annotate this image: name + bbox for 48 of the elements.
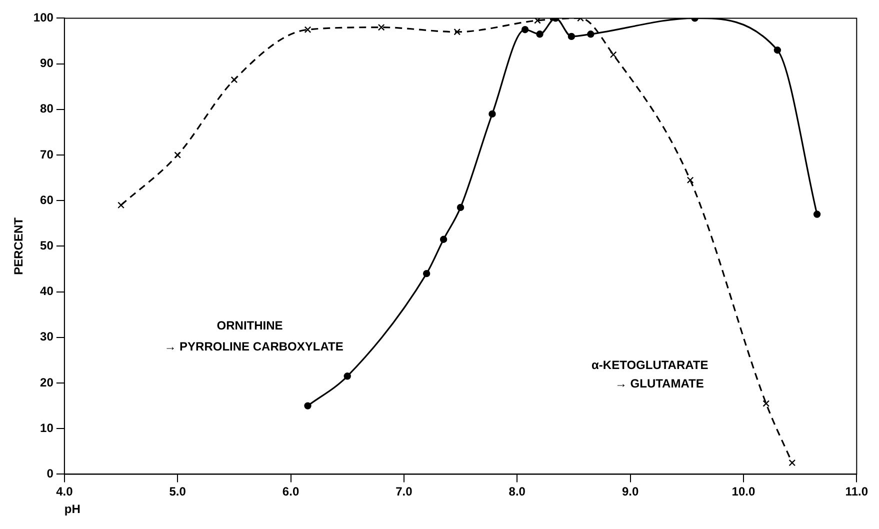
x-tick-label: 10.0 [732, 484, 756, 499]
y-tick-label: 70 [40, 147, 54, 162]
x-tick-label: 4.0 [56, 484, 74, 499]
point [304, 26, 312, 34]
y-tick-label: 80 [40, 102, 54, 116]
x-tick-label: 11.0 [845, 484, 868, 499]
point [587, 30, 594, 38]
y-tick-label: 30 [40, 330, 54, 344]
point [813, 210, 821, 218]
point [788, 459, 796, 466]
point [304, 402, 312, 410]
point [422, 270, 430, 278]
x-tick-label: 8.0 [508, 484, 526, 499]
point [488, 110, 496, 118]
point [610, 51, 617, 58]
x-tick-label: 9.0 [622, 484, 639, 499]
x-tick-label: 5.0 [169, 484, 186, 499]
annotation: α-KETOGLUTARATE [592, 358, 708, 372]
point [454, 28, 461, 36]
y-tick-label: 50 [40, 238, 54, 253]
y-tick-label: 100 [33, 10, 54, 25]
point [686, 176, 694, 184]
x-tick-label: 6.0 [282, 484, 300, 499]
y-tick-label: 60 [40, 192, 54, 207]
annotation: ORNITHINE [216, 318, 283, 332]
point [536, 30, 544, 38]
point [762, 400, 770, 407]
y-axis-title: PERCENT [12, 216, 26, 275]
y-tick-label: 40 [40, 284, 54, 298]
point [440, 236, 448, 243]
point [774, 46, 782, 54]
point [118, 202, 124, 209]
point [534, 18, 541, 24]
y-tick-label: 10 [40, 420, 54, 435]
y-tick-label: 0 [46, 466, 54, 481]
x-axis-title: pH [64, 502, 80, 516]
point [230, 76, 238, 84]
y-tick-label: 20 [40, 375, 54, 390]
point [456, 204, 464, 212]
point [174, 152, 182, 158]
annotation: → PYRROLINE CARBOXYLATE [164, 340, 344, 354]
point [378, 24, 385, 31]
y-tick-label: 90 [40, 56, 54, 70]
x-tick-label: 7.0 [396, 484, 413, 499]
point [568, 32, 576, 40]
point [344, 372, 351, 380]
annotation: → GLUTAMATE [614, 376, 704, 391]
point [521, 26, 529, 34]
